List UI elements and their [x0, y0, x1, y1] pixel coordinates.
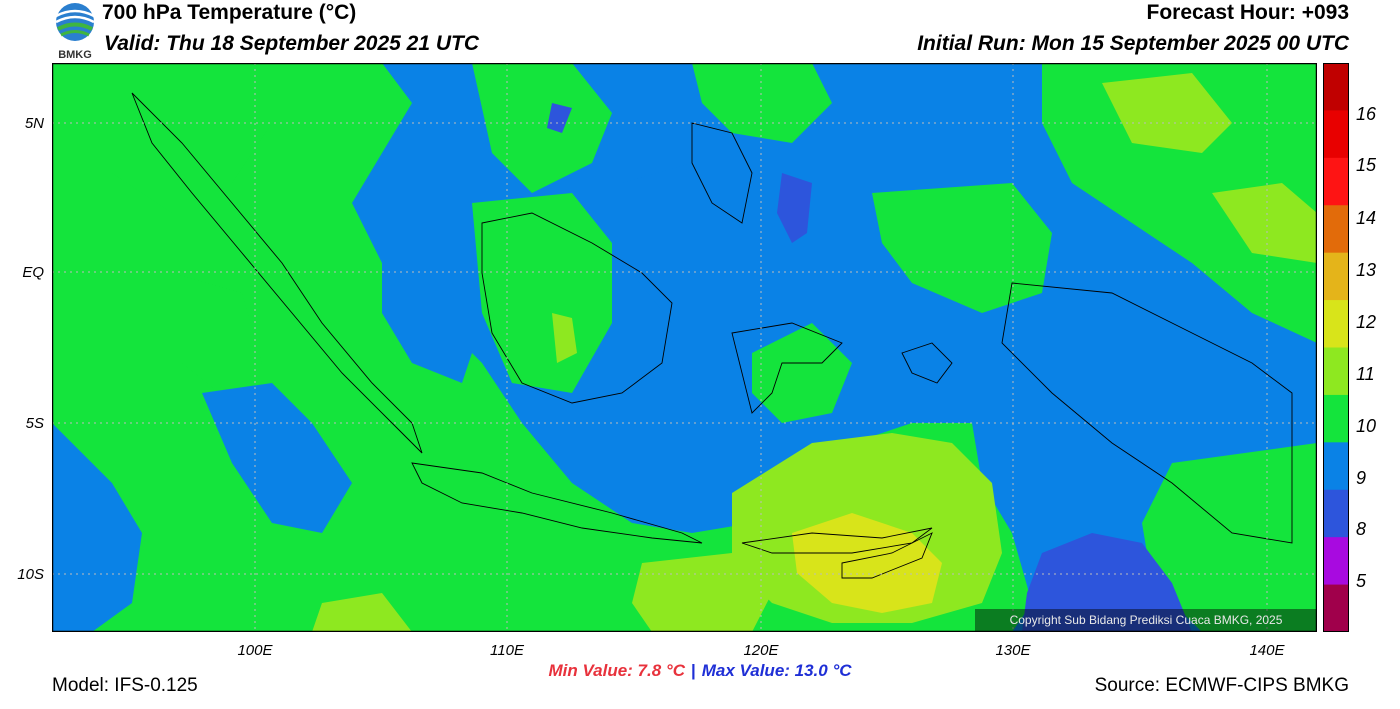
colorbar-label-11: 11	[1356, 364, 1375, 384]
colorbar-label-10: 10	[1356, 416, 1377, 436]
colorbar-swatch	[1323, 394, 1349, 443]
colorbar-swatch	[1323, 347, 1349, 396]
temperature-map	[52, 63, 1317, 632]
colorbar-swatch	[1323, 205, 1349, 254]
initial-run: Initial Run: Mon 15 September 2025 00 UT…	[917, 32, 1349, 55]
colorbar-swatch	[1323, 300, 1349, 348]
copyright-notice: Copyright Sub Bidang Prediksi Cuaca BMKG…	[975, 609, 1317, 632]
bmkg-logo-icon: BMKG	[55, 3, 95, 60]
coastlines	[131, 92, 1293, 579]
forecast-hour: Forecast Hour: +093	[1146, 1, 1350, 24]
min-value: Min Value: 7.8 °C	[548, 661, 685, 680]
lon-label-130e: 130E	[995, 642, 1031, 659]
lat-label-5n: 5N	[24, 115, 44, 132]
colorbar-label-15: 15	[1356, 155, 1377, 175]
colorbar-swatch	[1323, 157, 1349, 206]
temp-band-12	[792, 513, 942, 613]
colorbar-label-13: 13	[1356, 260, 1377, 280]
colorbar-swatch	[1323, 252, 1349, 301]
temp-band-8	[1022, 533, 1192, 632]
colorbar-label-14: 14	[1356, 208, 1377, 228]
valid-time: Valid: Thu 18 September 2025 21 UTC	[104, 32, 480, 55]
lat-label-10s: 10S	[17, 566, 44, 583]
min-max-values: Min Value: 7.8 °C | Max Value: 13.0 °C	[0, 661, 1400, 681]
lat-label-eq: EQ	[22, 264, 44, 281]
model-label: Model: IFS-0.125	[52, 675, 198, 696]
lon-label-110e: 110E	[490, 642, 524, 659]
lon-label-100e: 100E	[237, 642, 273, 659]
value-separator: |	[690, 661, 696, 680]
lon-label-120e: 120E	[743, 642, 779, 659]
colorbar-swatch	[1323, 537, 1349, 586]
source-label: Source: ECMWF-CIPS BMKG	[1094, 675, 1349, 696]
colorbar-label-16: 16	[1356, 104, 1377, 124]
lon-label-140e: 140E	[1249, 642, 1285, 659]
colorbar-swatch	[1323, 110, 1349, 159]
lat-label-5s: 5S	[25, 415, 44, 432]
colorbar-label-5: 5	[1356, 571, 1367, 591]
colorbar	[1323, 63, 1349, 632]
chart-title: 700 hPa Temperature (°C)	[102, 1, 357, 24]
colorbar-label-9: 9	[1356, 468, 1367, 488]
colorbar-label-12: 12	[1356, 312, 1377, 332]
colorbar-swatch	[1323, 584, 1349, 632]
colorbar-swatch	[1323, 442, 1349, 491]
colorbar-swatch	[1323, 489, 1349, 538]
logo-text: BMKG	[58, 49, 92, 60]
colorbar-label-8: 8	[1356, 519, 1367, 539]
colorbar-swatch	[1323, 63, 1349, 111]
gridlines	[52, 63, 1317, 632]
max-value: Max Value: 13.0 °C	[701, 661, 852, 680]
